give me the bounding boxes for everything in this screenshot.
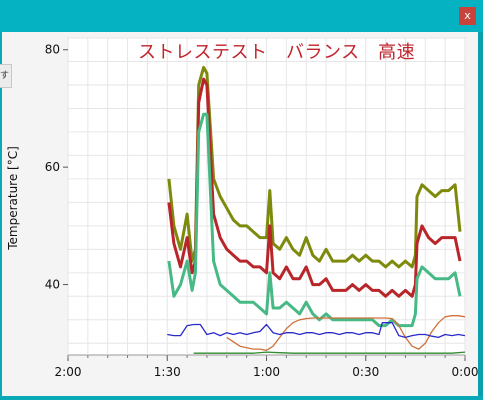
title-bar[interactable] [0,0,483,32]
y-tick-label: 80 [45,43,60,57]
temperature-chart: 2:00 1:30 1:00 0:30 0:00 80 60 40 [45,37,479,379]
x-tick-label: 1:00 [253,365,280,379]
series-line-6 [193,351,466,354]
x-tick-label: 1:30 [154,365,181,379]
axis-layer: 2:00 1:30 1:00 0:30 0:00 80 60 40 [45,43,479,379]
series-layer [167,65,466,354]
x-tick-label: 0:00 [452,365,479,379]
chart-title: ストレステスト バランス 高速 [138,42,416,63]
y-axis-label: Temperature [°C] [6,146,20,250]
series-line-2 [167,77,462,298]
y-tick-label: 40 [45,278,60,292]
x-tick-label: 2:00 [55,365,82,379]
close-button[interactable]: x [459,7,476,25]
window-right-border [478,32,483,400]
series-line-4 [226,315,466,351]
series-line-5 [167,322,466,339]
x-tick-label: 0:30 [352,365,379,379]
window-left-border [0,32,2,400]
side-tab[interactable]: す [0,64,12,88]
y-tick-label: 60 [45,160,60,174]
series-line-3 [167,112,462,328]
window-bottom-border [0,396,483,400]
